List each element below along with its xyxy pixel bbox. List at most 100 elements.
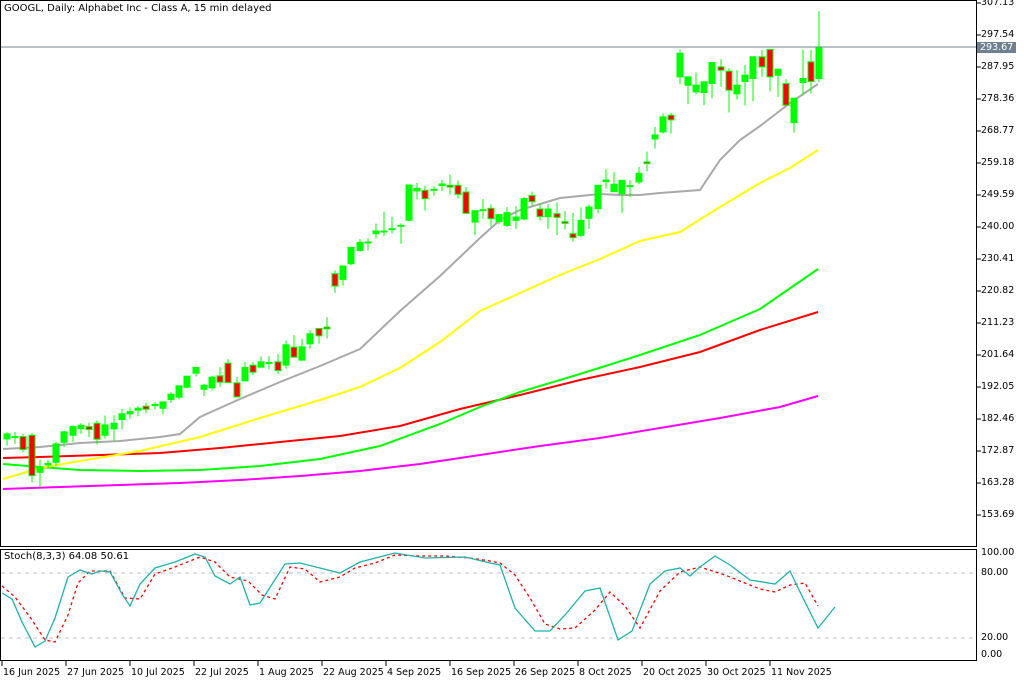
bull-candle: [44, 462, 52, 466]
bull-candle: [676, 52, 684, 78]
price-axis-label: 297.54: [981, 29, 1015, 40]
stoch-axis-label-80: 80.00: [981, 567, 1009, 578]
bear-candle: [315, 327, 323, 337]
price-axis-label: 249.59: [981, 189, 1015, 200]
bull-candle: [544, 208, 552, 218]
bull-candle: [126, 411, 134, 415]
bull-candle: [413, 187, 421, 192]
bull-candle: [60, 431, 68, 443]
bull-candle: [471, 210, 479, 223]
bull-candle: [200, 384, 208, 390]
bear-candle: [758, 56, 766, 68]
bear-candle: [454, 184, 462, 195]
bear-candle: [388, 228, 396, 231]
price-axis-label: 163.28: [981, 477, 1015, 489]
bull-candle: [339, 265, 347, 280]
bear-candle: [782, 83, 790, 106]
time-axis-label: 1 Aug 2025: [259, 667, 314, 678]
bear-candle: [216, 375, 224, 383]
bear-candle: [323, 326, 331, 330]
bull-candle: [208, 376, 216, 389]
candlestick-series: [3, 11, 823, 488]
bull-candle: [77, 424, 85, 430]
bull-candle: [495, 214, 503, 223]
price-axis-label: 182.46: [981, 413, 1015, 425]
bull-candle: [118, 413, 126, 421]
bull-candle: [380, 230, 388, 233]
bear-candle: [28, 434, 36, 477]
bull-candle: [520, 198, 528, 220]
bull-candle: [159, 401, 167, 409]
bear-candle: [553, 213, 561, 218]
bull-candle: [594, 184, 602, 210]
bull-candle: [110, 422, 118, 430]
bull-candle: [241, 367, 249, 382]
bull-candle: [610, 183, 618, 193]
bull-candle: [397, 224, 405, 227]
bull-candle: [52, 443, 60, 463]
bull-candle: [692, 84, 700, 93]
bull-candle: [733, 84, 741, 95]
time-axis-label: 10 Jul 2025: [131, 667, 185, 678]
time-axis-label: 8 Oct 2025: [579, 667, 632, 678]
main-plot-frame: [0, 0, 977, 547]
price-axis-label: 278.36: [981, 93, 1015, 104]
stoch-axis-label-100: 100.00: [981, 547, 1015, 558]
time-axis-label: 16 Sep 2025: [451, 667, 512, 678]
price-axis-label: 172.87: [981, 445, 1015, 457]
bull-candle: [635, 172, 643, 183]
time-axis-label: 30 Oct 2025: [707, 667, 766, 678]
price-axis-label: 211.23: [981, 317, 1015, 329]
bull-candle: [3, 433, 11, 440]
bear-candle: [233, 382, 241, 398]
bear-candle: [331, 273, 339, 287]
bull-candle: [101, 424, 109, 436]
bull-candle: [479, 209, 487, 212]
bull-candle: [347, 246, 355, 265]
bull-candle: [438, 183, 446, 187]
time-axis-label: 22 Aug 2025: [323, 667, 384, 678]
price-axis-label: 153.69: [981, 509, 1015, 521]
bull-candle: [659, 116, 667, 133]
bull-candle: [700, 81, 708, 94]
bear-candle: [249, 364, 257, 373]
bull-candle: [167, 393, 175, 401]
price-axis-ticks: [977, 2, 981, 516]
bull-candle: [799, 78, 807, 84]
bull-candle: [512, 216, 520, 221]
bull-candle: [602, 179, 610, 183]
bear-candle: [421, 189, 429, 200]
time-axis-label: 16 Jun 2025: [3, 667, 61, 678]
ma-50-line: [2, 149, 819, 480]
bear-candle: [528, 195, 536, 203]
bull-candle: [405, 184, 413, 221]
bear-candle: [85, 426, 93, 431]
chart-title: GOOGL, Daily: Alphabet Inc - Class A, 15…: [4, 3, 272, 14]
bear-candle: [487, 207, 495, 220]
bull-candle: [684, 76, 692, 86]
price-axis-label: 287.95: [981, 61, 1015, 72]
bear-candle: [643, 161, 651, 165]
bull-candle: [298, 346, 306, 361]
bull-candle: [282, 344, 290, 366]
time-axis-label: 4 Sep 2025: [387, 667, 442, 678]
time-axis-label: 26 Sep 2025: [515, 667, 576, 678]
bull-candle: [11, 436, 19, 439]
bull-candle: [257, 361, 265, 368]
bear-candle: [446, 184, 454, 188]
bear-candle: [667, 114, 675, 121]
stoch-plot-frame: [0, 549, 977, 661]
price-axis-label: 201.64: [981, 349, 1015, 361]
bear-candle: [224, 362, 232, 384]
bear-candle: [19, 436, 27, 451]
bull-candle: [192, 367, 200, 374]
bull-candle: [151, 404, 159, 407]
bull-candle: [183, 375, 191, 388]
bear-candle: [290, 346, 298, 358]
stoch-axis-label-0: 0.00: [981, 649, 1003, 660]
bull-candle: [36, 466, 44, 473]
bear-candle: [274, 361, 282, 372]
bid-price-label: 293.67: [977, 42, 1016, 53]
bull-candle: [815, 47, 823, 80]
